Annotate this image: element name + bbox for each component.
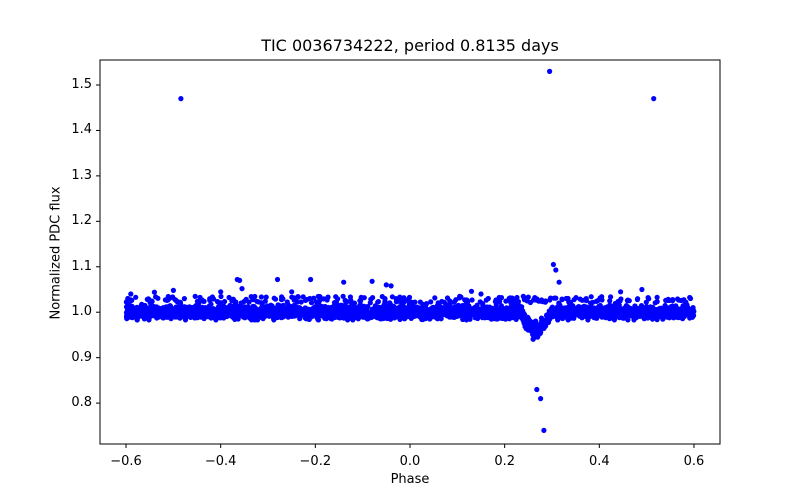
data-points	[123, 68, 697, 433]
chart-title: TIC 0036734222, period 0.8135 days	[261, 36, 559, 55]
x-tick-label: 0.6	[683, 454, 705, 469]
x-tick-label: 0.2	[494, 454, 515, 469]
y-tick-label: 1.0	[71, 304, 92, 320]
x-tick-label: 0.0	[399, 454, 421, 469]
x-tick-label: −0.4	[204, 454, 237, 469]
x-tick-label: 0.4	[588, 454, 610, 469]
x-tick-label: −0.6	[110, 454, 142, 469]
y-tick-label: 1.2	[71, 213, 92, 229]
axes-frame	[99, 59, 721, 445]
y-tick-label: 1.3	[71, 167, 92, 183]
y-tick-label: 0.9	[71, 349, 92, 365]
y-tick-label: 1.5	[71, 76, 92, 92]
y-tick-label: 0.8	[71, 395, 92, 411]
y-tick-label: 1.1	[71, 258, 92, 274]
y-tick-label: 1.4	[71, 122, 92, 138]
y-axis-label: Normalized PDC flux	[48, 186, 64, 320]
x-axis-label: Phase	[390, 472, 430, 487]
x-tick-label: −0.2	[299, 454, 332, 469]
